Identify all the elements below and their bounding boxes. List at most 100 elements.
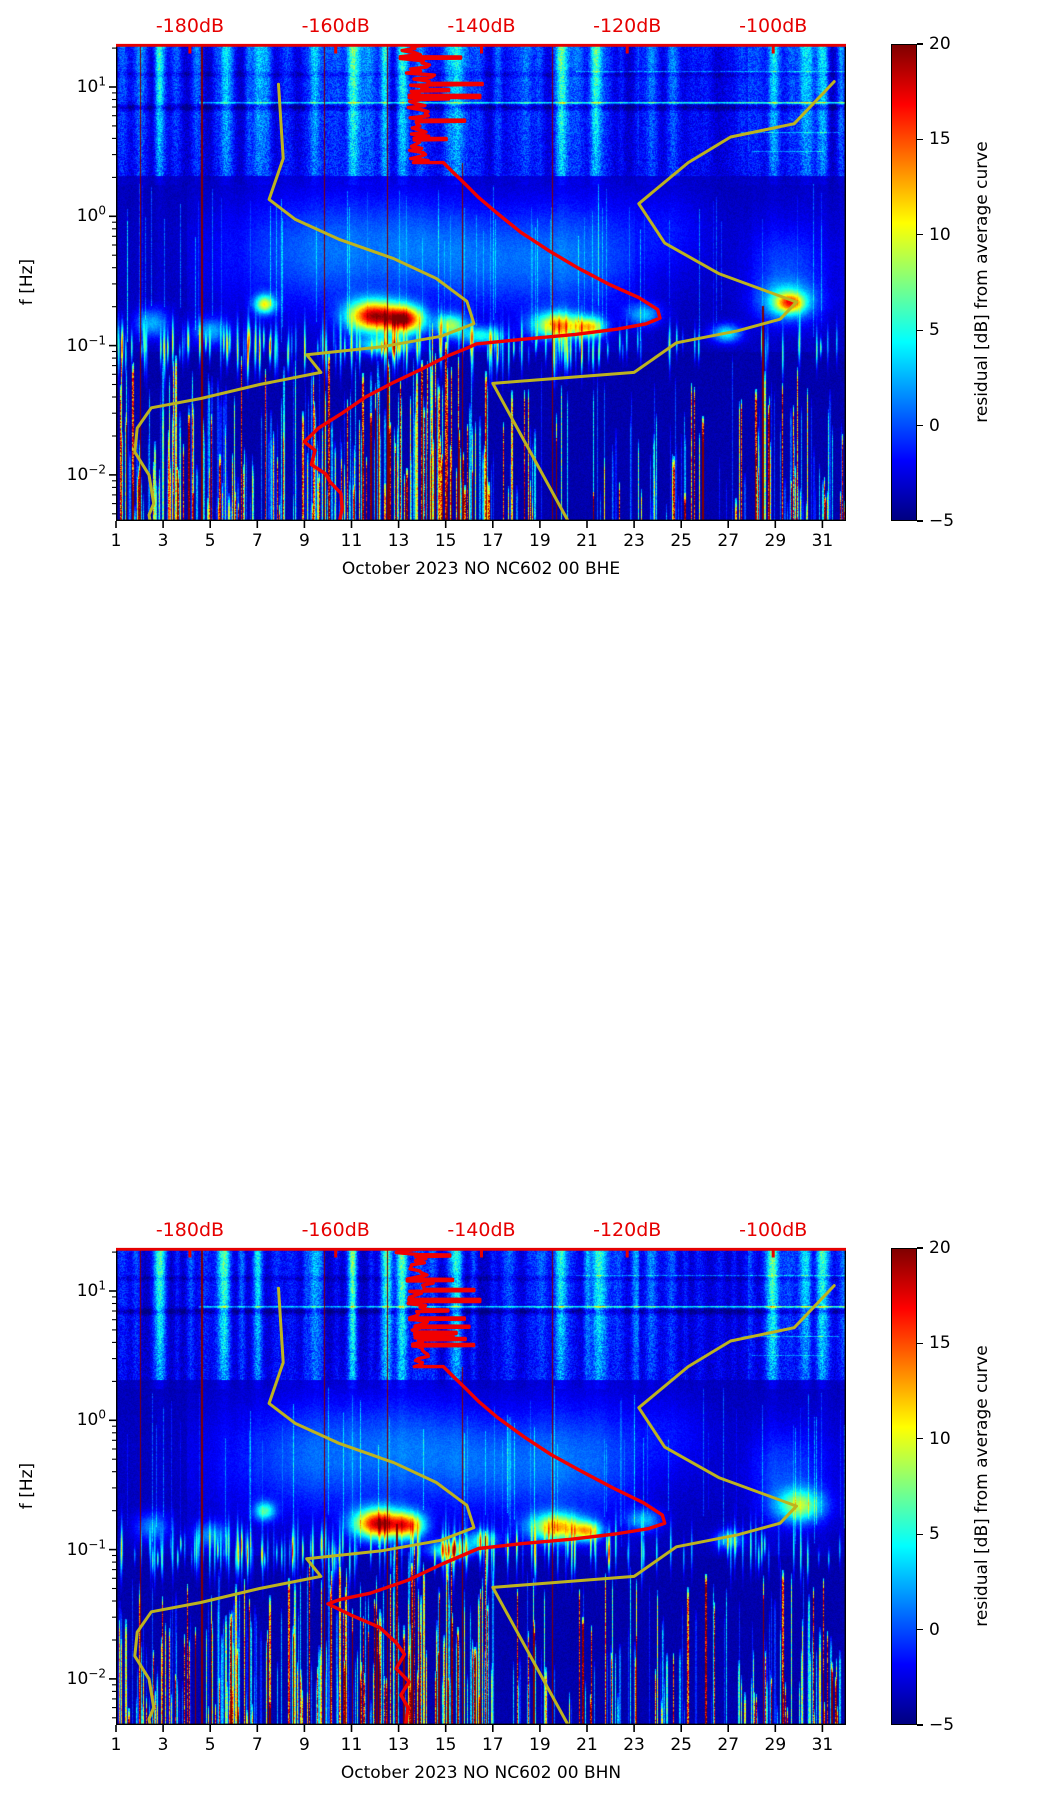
y-tick-label: 10−2 — [50, 462, 106, 485]
x-tick-label: 17 — [481, 531, 504, 551]
panel-title-bhe: October 2023 NO NC602 00 BHE — [341, 559, 621, 579]
x-tick-label: 3 — [157, 531, 169, 551]
spectrogram-panel-bhz: -180dB-160dB-140dB-120dB-100dB10110010−1… — [0, 1204, 1052, 1806]
top-axis-label: -160dB — [301, 1219, 370, 1241]
x-tick-label: 5 — [204, 531, 216, 551]
noise-model-high-curve — [491, 80, 836, 521]
colorbar-tick-label: 5 — [929, 320, 940, 341]
y-tick-mantissa: 10 — [66, 1539, 89, 1560]
x-tick-label: 9 — [298, 1735, 310, 1755]
noise-model-low-curve — [133, 1286, 476, 1725]
x-tick-label: 15 — [434, 1735, 457, 1755]
median-psd-curve — [326, 1248, 667, 1725]
colorbar-tick — [917, 329, 923, 331]
x-tick-label: 29 — [764, 531, 787, 551]
colorbar-tick-label: 10 — [929, 224, 951, 245]
y-tick-label: 10−2 — [50, 1666, 106, 1689]
y-axis-label: f [Hz] — [17, 258, 37, 306]
x-tick-label: 13 — [387, 531, 410, 551]
spectrogram-canvas-bhe — [116, 44, 846, 521]
top-axis-label: -100dB — [739, 1219, 808, 1241]
y-tick-label: 101 — [50, 75, 106, 98]
y-tick-mantissa: 10 — [66, 1669, 89, 1690]
x-tick-label: 17 — [481, 1735, 504, 1755]
colorbar-tick — [917, 43, 923, 45]
top-axis-label: -100dB — [739, 15, 808, 37]
y-tick-exponent: 1 — [98, 74, 106, 89]
top-axis-label: -180dB — [155, 15, 225, 37]
x-tick-label: 11 — [340, 531, 363, 551]
y-tick-mantissa: 10 — [66, 335, 89, 356]
y-tick-mantissa: 10 — [76, 206, 99, 227]
x-tick-label: 1 — [110, 1735, 122, 1755]
y-tick-exponent: 0 — [98, 203, 106, 218]
x-tick-label: 11 — [340, 1735, 363, 1755]
top-axis-label: -180dB — [155, 1219, 225, 1241]
colorbar-tick — [917, 520, 923, 522]
colorbar-tick-label: 15 — [929, 129, 951, 150]
x-tick-label: 7 — [251, 531, 263, 551]
y-tick-exponent: 1 — [98, 1278, 106, 1293]
colorbar-tick-label: 20 — [929, 1238, 951, 1258]
y-tick-mantissa: 10 — [76, 1410, 99, 1431]
x-tick-label: 21 — [576, 1735, 598, 1755]
y-tick-exponent: −2 — [88, 1666, 106, 1681]
y-tick-mantissa: 10 — [76, 1281, 99, 1302]
y-tick-exponent: −1 — [88, 333, 106, 348]
y-tick-mantissa: 10 — [76, 77, 99, 98]
x-tick-label: 31 — [811, 1735, 834, 1755]
y-tick-exponent: 0 — [98, 1407, 106, 1422]
x-tick-label: 23 — [623, 1735, 645, 1755]
x-tick-label: 25 — [670, 531, 692, 551]
spectrogram-panel-bhe: -180dB -160dB -140dB -120dB -100dB 101 100 10−1… — [0, 0, 1052, 602]
noise-model-low-curve — [133, 82, 476, 521]
y-tick-exponent: −2 — [88, 462, 106, 477]
colorbar — [891, 44, 917, 521]
y-tick-label: 10−1 — [50, 1537, 106, 1560]
x-tick-label: 9 — [298, 531, 310, 551]
colorbar-tick — [917, 234, 923, 236]
spectrogram-canvas-bhn — [116, 1248, 846, 1725]
colorbar-tick-label: 0 — [929, 415, 940, 436]
colorbar-tick — [917, 424, 923, 427]
colorbar — [891, 1248, 917, 1725]
y-tick-label: 100 — [50, 204, 106, 227]
plot-border — [115, 43, 846, 522]
x-tick-label: 15 — [434, 531, 457, 551]
x-tick-label: 3 — [157, 1735, 169, 1755]
x-tick-label: 7 — [251, 1735, 263, 1755]
colorbar-tick — [917, 138, 923, 141]
x-tick-label: 1 — [110, 531, 122, 551]
x-tick-label: 25 — [670, 1735, 692, 1755]
plot-overlay-bhe — [109, 43, 846, 528]
panel-title-bhn: October 2023 NO NC602 00 BHN — [340, 1763, 622, 1783]
x-tick-label: 19 — [529, 531, 551, 551]
colorbar-tick-label: 20 — [929, 34, 951, 54]
x-tick-label: 29 — [764, 1735, 787, 1755]
x-tick-label: 19 — [529, 1735, 551, 1755]
top-axis-label: -120dB — [593, 15, 662, 37]
colorbar-tick-label: 10 — [929, 1428, 951, 1449]
colorbar-tick — [917, 1342, 923, 1345]
x-tick-label: 21 — [576, 531, 598, 551]
y-tick-label: 10−1 — [50, 333, 106, 356]
top-axis-label: -140dB — [447, 1219, 516, 1241]
noise-model-high-curve — [491, 1284, 836, 1725]
colorbar-tick-label: 5 — [929, 1524, 940, 1545]
colorbar-tick-label: −5 — [929, 1715, 955, 1735]
x-tick-label: 31 — [811, 531, 834, 551]
plot-overlay-bhn — [109, 1247, 846, 1732]
y-tick-exponent: −1 — [88, 1537, 106, 1552]
colorbar-tick-label: −5 — [929, 511, 955, 531]
top-axis-label: -120dB — [593, 1219, 662, 1241]
x-tick-label: 27 — [717, 531, 740, 551]
colorbar-tick-label: 0 — [929, 1619, 940, 1640]
colorbar-label: residual [dB] from average curve — [972, 141, 992, 423]
median-psd-curve — [302, 44, 662, 521]
top-axis-label: -140dB — [447, 15, 516, 37]
y-tick-label: 100 — [50, 1408, 106, 1431]
colorbar-tick-label: 15 — [929, 1333, 951, 1354]
x-tick-label: 5 — [204, 1735, 216, 1755]
x-tick-label: 27 — [717, 1735, 740, 1755]
